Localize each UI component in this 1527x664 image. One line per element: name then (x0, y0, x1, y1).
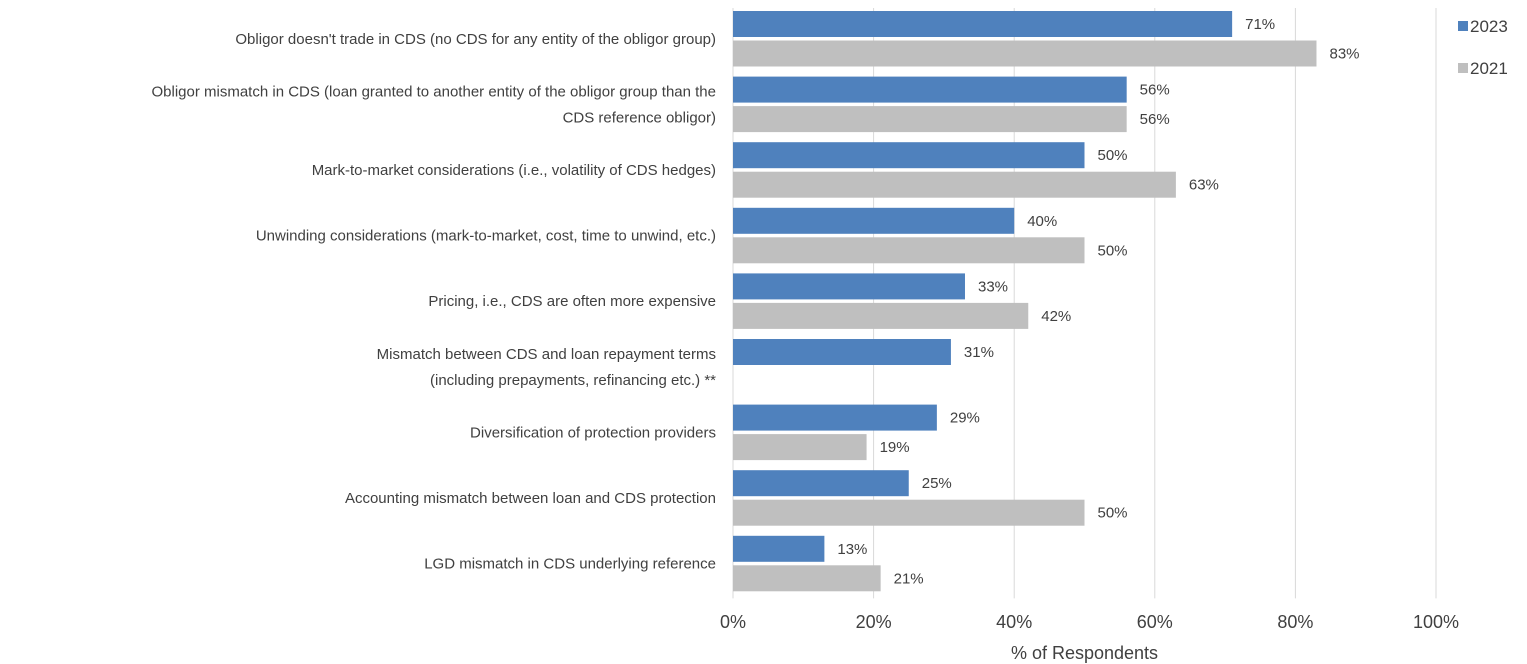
bar-2023 (733, 535, 825, 562)
data-label: 50% (1098, 147, 1128, 164)
x-tick-label: 40% (996, 612, 1032, 632)
legend-label: 2023 (1470, 17, 1508, 36)
category-label: (including prepayments, refinancing etc.… (430, 372, 716, 389)
data-label: 21% (894, 570, 924, 587)
data-label: 25% (922, 475, 952, 492)
legend-swatch-2021 (1458, 63, 1468, 73)
x-axis-title: % of Respondents (1011, 643, 1158, 663)
category-label: Obligor doesn't trade in CDS (no CDS for… (235, 31, 716, 48)
data-label: 63% (1189, 177, 1219, 194)
data-label: 29% (950, 410, 980, 427)
data-label: 40% (1027, 213, 1057, 230)
data-label: 13% (837, 541, 867, 558)
x-tick-label: 60% (1137, 612, 1173, 632)
bar-2023 (733, 470, 909, 497)
x-tick-label: 100% (1413, 612, 1459, 632)
bar-2021 (733, 499, 1085, 526)
category-label: LGD mismatch in CDS underlying reference (424, 556, 716, 573)
bar-2021 (733, 106, 1127, 133)
legend: 2023 2021 (1458, 17, 1508, 78)
category-label: Pricing, i.e., CDS are often more expens… (428, 293, 716, 310)
bar-2023 (733, 404, 937, 431)
legend-swatch-2023 (1458, 21, 1468, 31)
labels: 0% 20% 40% 60% 80% 100% % of Respondents Obligo… (152, 16, 1460, 663)
data-label: 33% (978, 278, 1008, 295)
category-label: CDS reference obligor) (563, 109, 716, 126)
data-label: 50% (1098, 505, 1128, 522)
category-label: Mismatch between CDS and loan repayment … (377, 346, 716, 363)
category-label: Unwinding considerations (mark-to-market… (256, 228, 716, 245)
bar-2021 (733, 302, 1029, 329)
category-label: Mark-to-market considerations (i.e., vol… (312, 162, 716, 179)
legend-label: 2021 (1470, 59, 1508, 78)
data-label: 83% (1329, 46, 1359, 63)
bars (733, 11, 1317, 592)
bar-2023 (733, 76, 1127, 103)
x-tick-label: 80% (1277, 612, 1313, 632)
data-label: 31% (964, 344, 994, 361)
bar-2021 (733, 237, 1085, 264)
bar-2021 (733, 40, 1317, 67)
bar-2021 (733, 171, 1176, 198)
x-tick-label: 0% (720, 612, 746, 632)
bar-2021 (733, 434, 867, 461)
data-label: 50% (1098, 242, 1128, 259)
data-label: 71% (1245, 16, 1275, 33)
data-label: 42% (1041, 308, 1071, 325)
bar-2023 (733, 339, 951, 365)
category-label: Accounting mismatch between loan and CDS… (345, 490, 716, 507)
bar-2023 (733, 207, 1015, 234)
bar-2023 (733, 273, 965, 300)
data-label: 19% (880, 439, 910, 456)
x-tick-label: 20% (856, 612, 892, 632)
category-label: Diversification of protection providers (470, 424, 716, 441)
category-label: Obligor mismatch in CDS (loan granted to… (152, 83, 717, 100)
data-label: 56% (1140, 111, 1170, 128)
bar-2021 (733, 565, 881, 592)
data-label: 56% (1140, 82, 1170, 99)
bar-2023 (733, 142, 1085, 169)
bar-2023 (733, 11, 1233, 37)
